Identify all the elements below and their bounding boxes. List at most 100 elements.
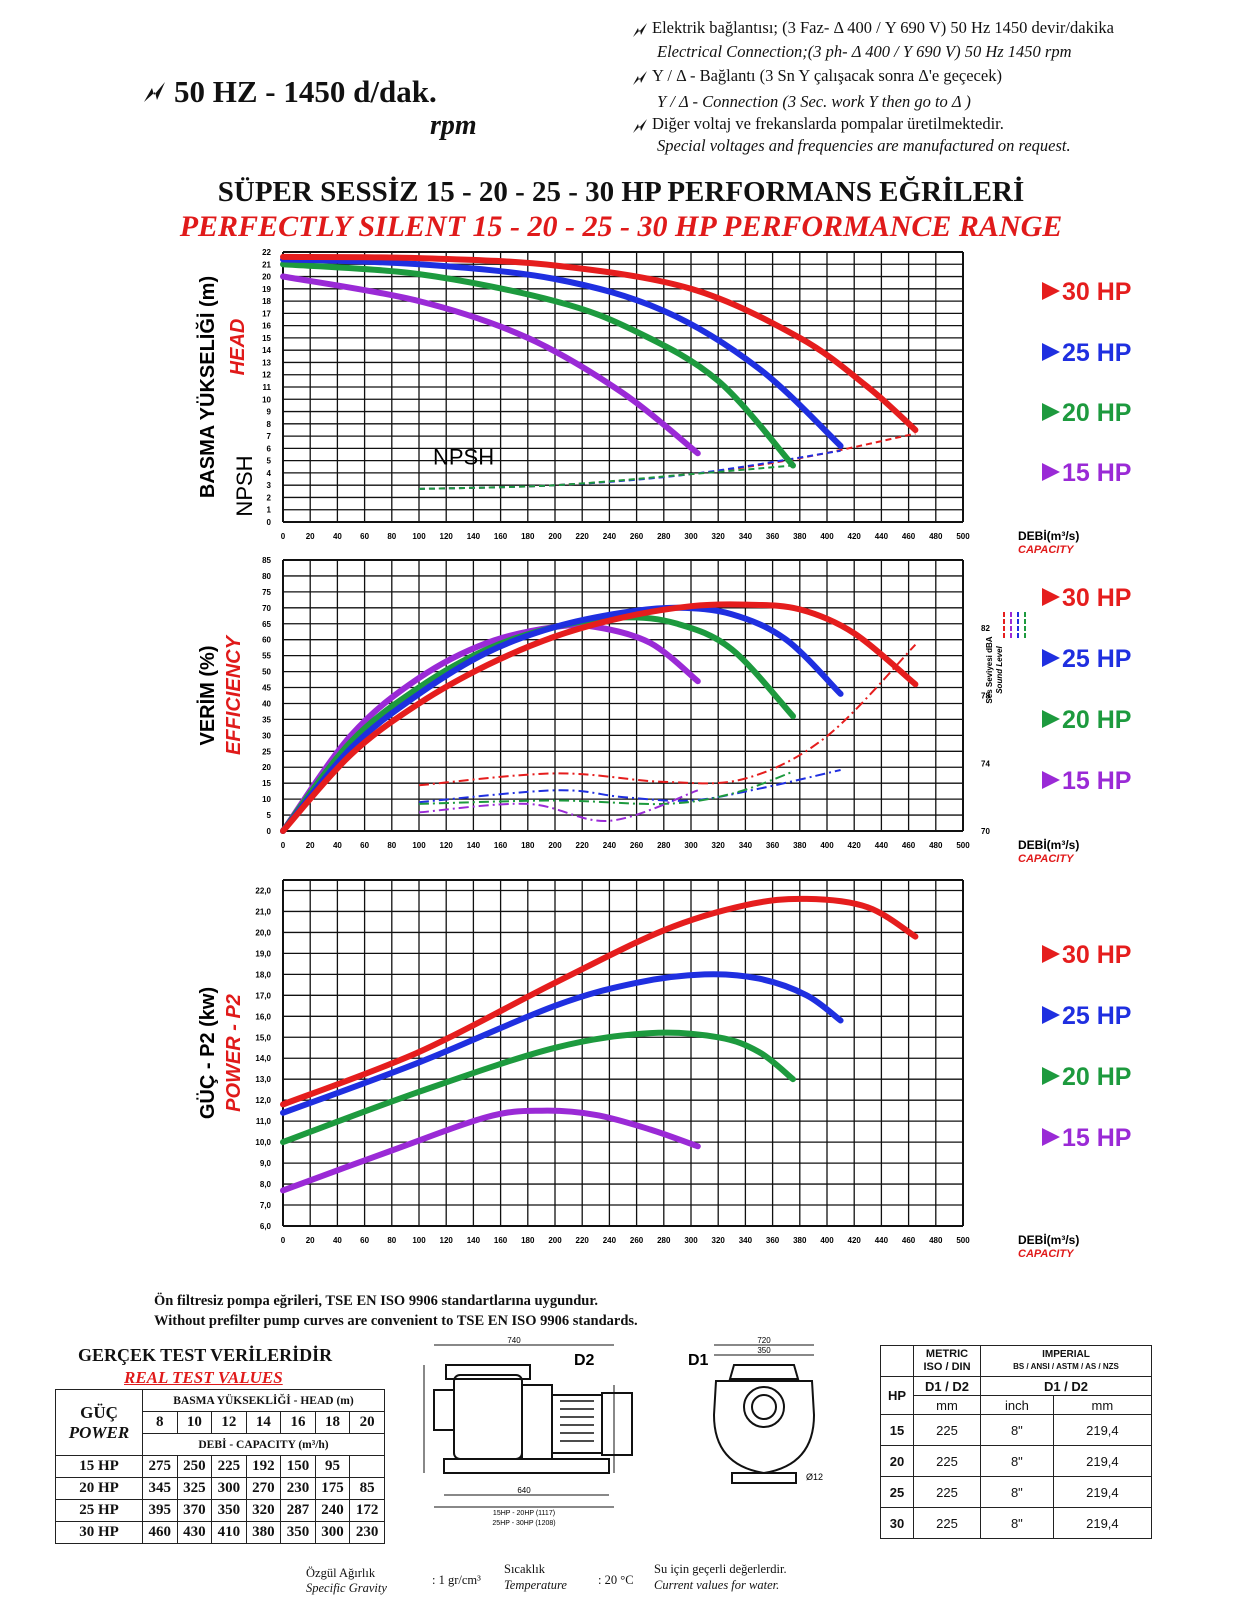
x-tick-label: 460 xyxy=(902,1236,916,1245)
x-tick-label: 380 xyxy=(793,532,807,541)
hp-header: HP xyxy=(880,1376,914,1415)
x-tick-label: 480 xyxy=(929,1236,943,1245)
test-row: 15 HP 275 250 225 192 150 95 xyxy=(55,1455,385,1478)
dim-series-2: 25HP - 30HP (1208) xyxy=(492,1520,555,1527)
dim-cell-inch: 8" xyxy=(980,1507,1054,1539)
x-tick-label: 0 xyxy=(281,1236,286,1245)
y-tick-label: 55 xyxy=(262,652,271,661)
x-tick-label: 200 xyxy=(548,532,562,541)
y-tick-label: 6,0 xyxy=(260,1222,272,1231)
d1d2-imperial: D1 / D2 xyxy=(980,1376,1152,1396)
y-tick-label: 75 xyxy=(262,588,271,597)
temperature-tr: Sıcaklık xyxy=(504,1562,545,1576)
right-tick-label: 82 xyxy=(981,624,990,633)
curve-25hp xyxy=(280,604,844,834)
y-tick-label: 22 xyxy=(262,248,271,257)
heads-row: 8 10 12 14 16 18 20 xyxy=(56,1411,385,1434)
x-tick-label: 180 xyxy=(521,841,535,850)
y-tick-label: 21,0 xyxy=(255,907,271,916)
right-tick-label: 78 xyxy=(981,692,990,701)
x-tick-label: 240 xyxy=(603,1236,617,1245)
y-tick-label: 14 xyxy=(262,346,271,355)
pump-flange xyxy=(601,1392,633,1456)
x-tick-label: 320 xyxy=(712,532,726,541)
y-tick-label: 5 xyxy=(267,457,272,466)
legend-15hp: 15 HP xyxy=(1062,767,1131,795)
x-tick-label: 60 xyxy=(360,1236,369,1245)
x-axis-label-en: CAPACITY xyxy=(1018,544,1075,556)
y-tick-label: 60 xyxy=(262,636,271,645)
curve-25hp xyxy=(280,256,844,449)
x-axis-label: DEBİ(m³/s) xyxy=(1018,1232,1079,1247)
legend-arrow-icon xyxy=(1042,463,1060,481)
note-connection-tr: Y / Δ - Bağlantı (3 Sn Y çalışacak sonra… xyxy=(652,66,1002,85)
y-tick-label: 70 xyxy=(262,604,271,613)
y-tick-label: 5 xyxy=(267,811,272,820)
test-row-hp: 30 HP xyxy=(55,1521,143,1544)
y-tick-label: 50 xyxy=(262,668,271,677)
legend-arrow-icon xyxy=(1042,1128,1060,1146)
unit-mm: mm xyxy=(913,1395,981,1415)
y-tick-label: 18,0 xyxy=(255,970,271,979)
head-cell: 14 xyxy=(245,1411,282,1434)
x-tick-label: 360 xyxy=(766,841,780,850)
y-tick-label: 15 xyxy=(262,334,271,343)
dim-cell-hp: 25 xyxy=(880,1476,914,1508)
test-title-en: REAL TEST VALUES xyxy=(124,1368,283,1387)
x-tick-label: 340 xyxy=(739,841,753,850)
y-tick-label: 6 xyxy=(267,444,272,453)
y-tick-label: 1 xyxy=(267,506,272,515)
x-tick-label: 100 xyxy=(412,1236,426,1245)
power-header: GÜÇ POWER xyxy=(55,1389,143,1456)
test-cell: 270 xyxy=(245,1477,282,1500)
curve-30hp xyxy=(280,253,919,433)
legend-20hp: 20 HP xyxy=(1062,706,1131,734)
d2-label: D2 xyxy=(574,1352,595,1369)
x-tick-label: 140 xyxy=(467,1236,481,1245)
y-tick-label: 19,0 xyxy=(255,949,271,958)
x-tick-label: 80 xyxy=(387,1236,396,1245)
test-row: 30 HP 460 430 410 380 350 300 230 xyxy=(55,1521,385,1544)
x-tick-label: 80 xyxy=(387,532,396,541)
pump-basket xyxy=(453,1374,523,1460)
npsh-label: NPSH xyxy=(433,444,494,469)
legend-arrow-icon xyxy=(1042,771,1060,789)
pump-outlet xyxy=(743,1386,785,1428)
legend-arrow-icon xyxy=(1042,282,1060,300)
y-tick-label: 15,0 xyxy=(255,1033,271,1042)
x-tick-label: 320 xyxy=(712,1236,726,1245)
x-tick-label: 360 xyxy=(766,532,780,541)
test-cell: 320 xyxy=(245,1499,282,1522)
pump-housing xyxy=(551,1394,603,1454)
head-cell: 20 xyxy=(349,1411,385,1434)
x-tick-label: 380 xyxy=(793,1236,807,1245)
dim-cell-hp: 15 xyxy=(880,1414,914,1446)
legend-30hp: 30 HP xyxy=(1062,584,1131,612)
x-tick-label: 140 xyxy=(467,841,481,850)
y-tick-label: 19 xyxy=(262,285,271,294)
x-tick-label: 280 xyxy=(657,841,671,850)
y-tick-label: 17 xyxy=(262,309,271,318)
dim-cell-mm2: 219,4 xyxy=(1052,1414,1153,1446)
x-tick-label: 500 xyxy=(956,532,970,541)
y-tick-label: 22,0 xyxy=(255,886,271,895)
temperature-value: : 20 °C xyxy=(598,1573,634,1587)
y-tick-label: 2 xyxy=(267,493,272,502)
x-tick-label: 40 xyxy=(333,1236,342,1245)
main-title-en: PERFECTLY SILENT 15 - 20 - 25 - 30 HP PE… xyxy=(179,210,1063,243)
pump-volute xyxy=(521,1384,553,1460)
test-row-hp: 25 HP xyxy=(55,1499,143,1522)
dim-left-top: 740 xyxy=(507,1336,521,1345)
legend-20hp: 20 HP xyxy=(1062,1063,1131,1091)
x-tick-label: 480 xyxy=(929,532,943,541)
test-cell: 300 xyxy=(314,1521,351,1544)
x-tick-label: 500 xyxy=(956,841,970,850)
legend-15hp: 15 HP xyxy=(1062,459,1131,487)
pump-base xyxy=(443,1458,610,1474)
test-cell: 240 xyxy=(314,1499,351,1522)
pump-foot xyxy=(731,1472,797,1484)
legend-25hp: 25 HP xyxy=(1062,645,1131,673)
sound-line xyxy=(418,789,699,822)
y-tick-label: 10,0 xyxy=(255,1138,271,1147)
test-cell: 275 xyxy=(142,1455,178,1478)
